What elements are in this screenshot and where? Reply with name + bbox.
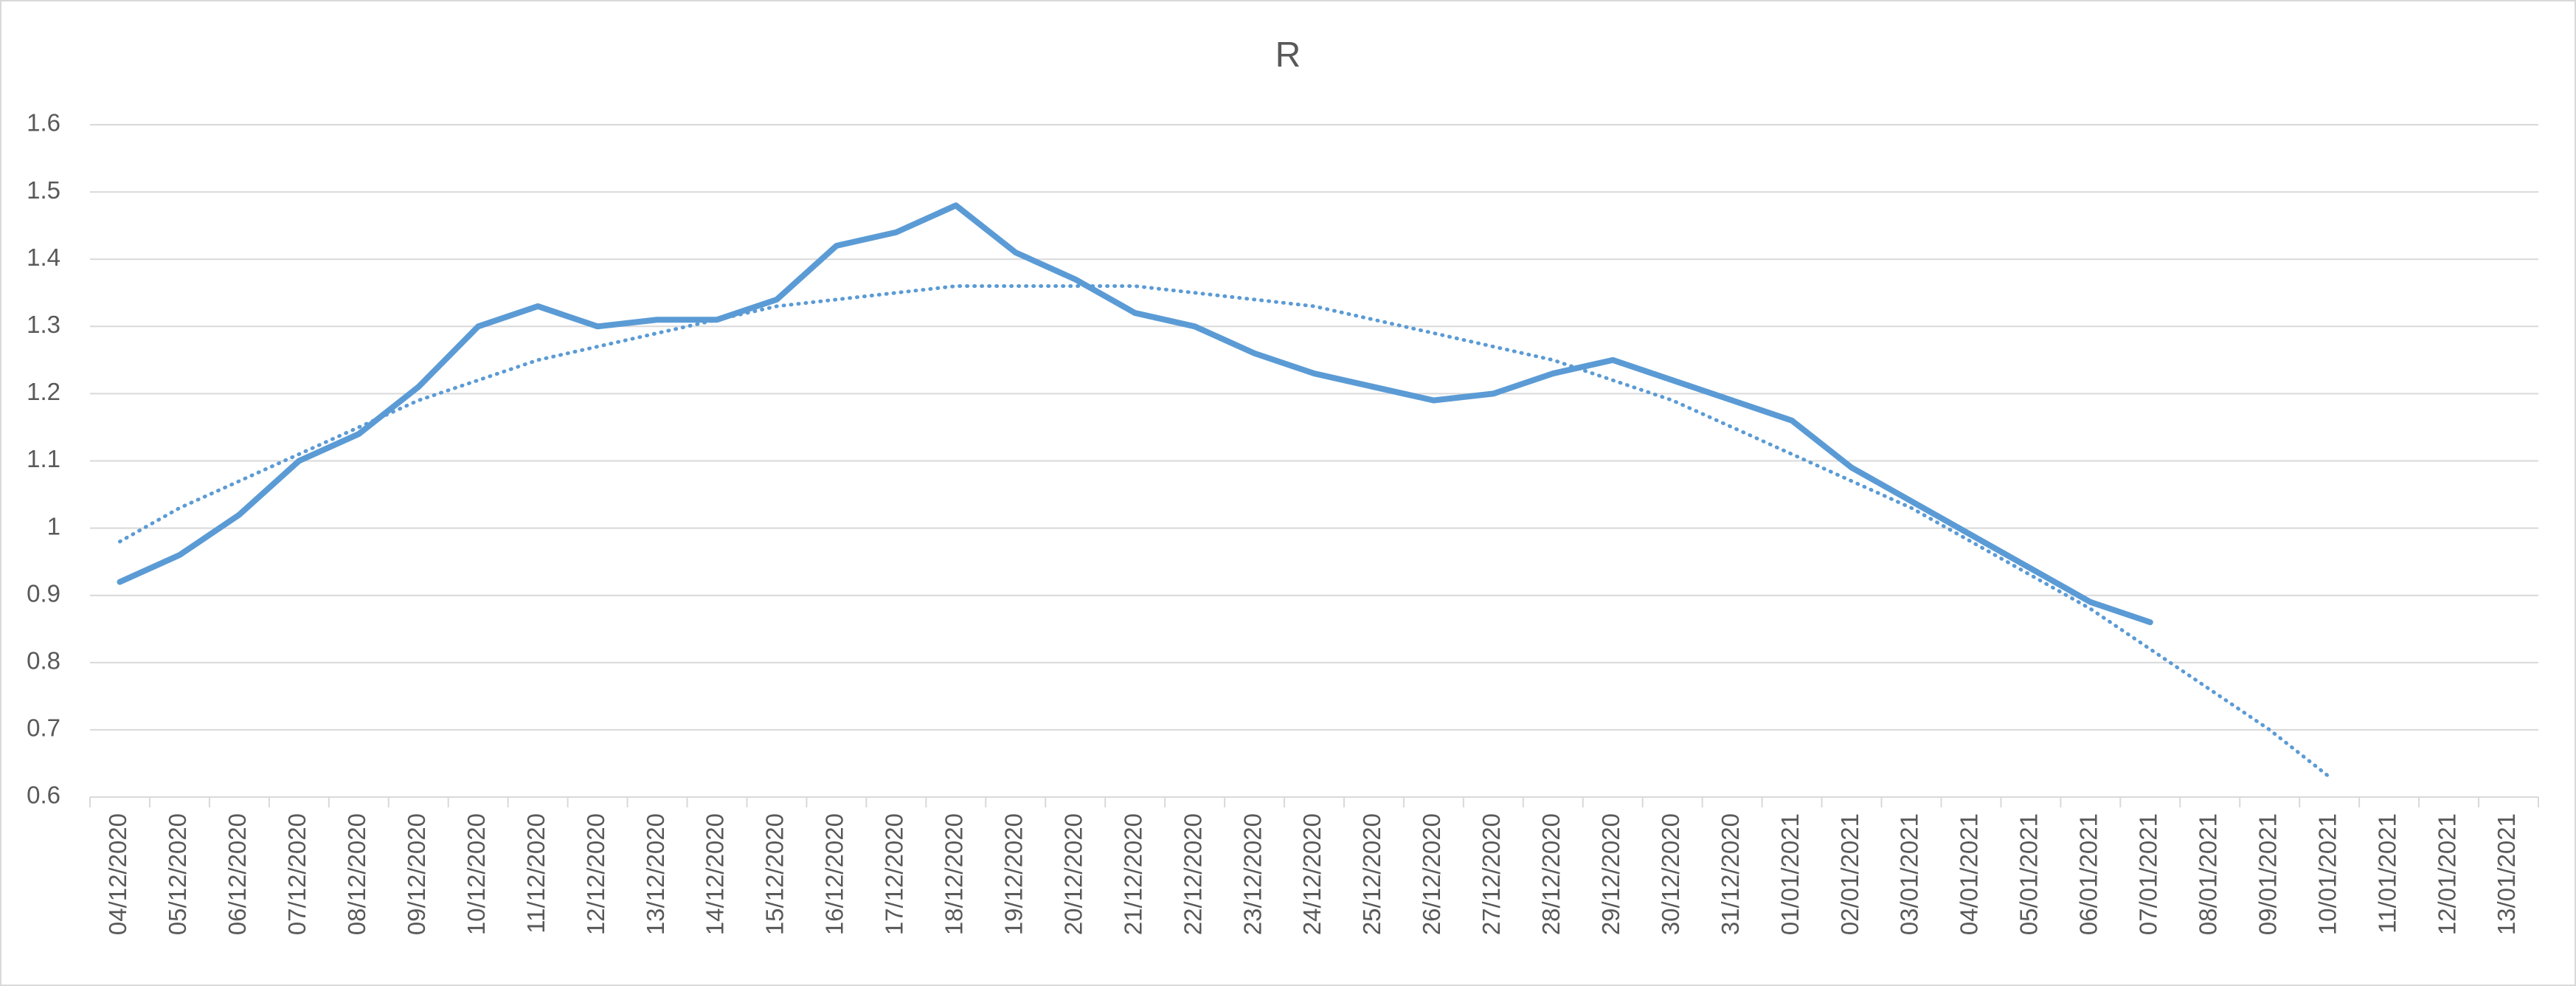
x-tick-label: 03/01/2021 [1896, 813, 1923, 935]
x-tick-label: 13/01/2021 [2493, 813, 2520, 935]
y-tick-label: 1.4 [27, 244, 60, 271]
y-tick-label: 0.8 [27, 647, 60, 675]
x-tick-label: 16/12/2020 [821, 813, 848, 935]
x-tick-label: 24/12/2020 [1298, 813, 1326, 935]
x-tick-label: 09/01/2021 [2254, 813, 2281, 935]
x-tick-label: 09/12/2020 [403, 813, 430, 935]
x-tick-label: 18/12/2020 [941, 813, 968, 935]
x-tick-label: 15/12/2020 [761, 813, 789, 935]
x-tick-label: 11/12/2020 [522, 813, 550, 934]
y-tick-label: 1.6 [27, 109, 60, 137]
x-tick-label: 08/01/2021 [2194, 813, 2221, 935]
x-tick-label: 10/01/2021 [2313, 813, 2341, 935]
x-tick-label: 28/12/2020 [1537, 813, 1565, 935]
y-tick-label: 1.5 [27, 176, 60, 204]
x-tick-label: 01/01/2021 [1776, 813, 1804, 935]
x-tick-label: 08/12/2020 [343, 813, 370, 935]
y-tick-label: 1.2 [27, 378, 60, 405]
x-tick-label: 25/12/2020 [1358, 813, 1385, 935]
y-tick-label: 0.7 [27, 714, 60, 742]
x-tick-label: 21/12/2020 [1119, 813, 1146, 935]
y-tick-label: 1.1 [27, 445, 60, 472]
x-tick-label: 12/12/2020 [582, 813, 609, 935]
x-tick-label: 06/12/2020 [224, 813, 251, 935]
x-tick-label: 19/12/2020 [1000, 813, 1027, 935]
x-tick-label: 20/12/2020 [1059, 813, 1087, 935]
x-tick-label: 23/12/2020 [1239, 813, 1266, 935]
x-tick-label: 12/01/2021 [2433, 813, 2460, 935]
x-tick-label: 10/12/2020 [463, 813, 490, 935]
x-tick-label: 04/01/2021 [1956, 813, 1983, 935]
x-tick-label: 05/01/2021 [2015, 813, 2043, 935]
x-tick-label: 04/12/2020 [104, 813, 131, 935]
trend-line [117, 284, 2332, 779]
x-tick-label: 27/12/2020 [1478, 813, 1505, 935]
chart-title: R [1275, 36, 1301, 75]
x-tick-label: 07/12/2020 [283, 813, 311, 935]
x-tick-label: 30/12/2020 [1657, 813, 1684, 935]
x-tick-label: 07/01/2021 [2135, 813, 2162, 935]
x-tick-label: 11/01/2021 [2373, 813, 2400, 934]
y-tick-label: 1.3 [27, 311, 60, 338]
x-tick-label: 05/12/2020 [164, 813, 191, 935]
y-tick-label: 1 [47, 512, 60, 539]
y-tick-label: 0.6 [27, 782, 60, 809]
data-line [117, 202, 2153, 626]
x-tick-label: 22/12/2020 [1179, 813, 1206, 935]
x-tick-label: 26/12/2020 [1418, 813, 1445, 935]
x-tick-label: 31/12/2020 [1717, 813, 1744, 935]
x-tick-label: 02/01/2021 [1836, 813, 1863, 935]
x-tick-label: 17/12/2020 [881, 813, 908, 935]
x-tick-label: 06/01/2021 [2075, 813, 2102, 935]
x-tick-label: 13/12/2020 [642, 813, 669, 935]
x-tick-label: 14/12/2020 [702, 813, 729, 935]
x-tick-label: 29/12/2020 [1597, 813, 1624, 935]
y-tick-label: 0.9 [27, 579, 60, 607]
